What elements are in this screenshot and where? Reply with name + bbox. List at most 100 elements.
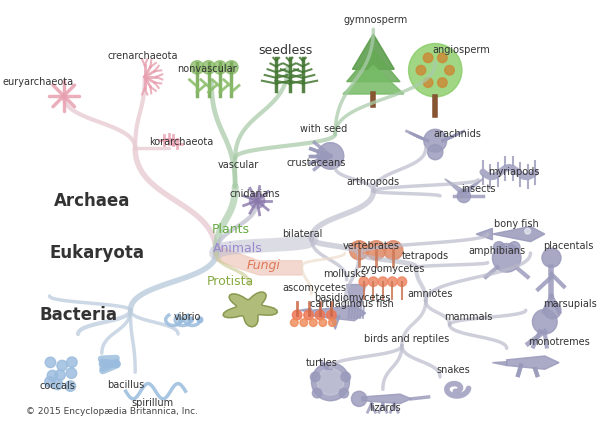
Text: lizards: lizards bbox=[369, 403, 401, 413]
Polygon shape bbox=[343, 65, 404, 94]
Circle shape bbox=[214, 61, 227, 74]
Text: basidiomycetes: basidiomycetes bbox=[314, 293, 391, 303]
Text: coccals: coccals bbox=[39, 381, 75, 391]
Text: © 2015 Encyclopædia Britannica, Inc.: © 2015 Encyclopædia Britannica, Inc. bbox=[26, 407, 197, 416]
Polygon shape bbox=[347, 285, 366, 307]
Text: vertebrates: vertebrates bbox=[343, 241, 400, 252]
Circle shape bbox=[525, 228, 530, 234]
Polygon shape bbox=[331, 316, 340, 329]
Circle shape bbox=[416, 65, 426, 75]
Text: euryarchaeota: euryarchaeota bbox=[2, 77, 74, 87]
Text: tetrapods: tetrapods bbox=[402, 251, 449, 261]
Text: mammals: mammals bbox=[445, 312, 493, 322]
Text: amphibians: amphibians bbox=[469, 246, 526, 256]
Circle shape bbox=[66, 368, 77, 378]
Circle shape bbox=[202, 61, 215, 74]
Polygon shape bbox=[493, 362, 506, 366]
Circle shape bbox=[300, 319, 308, 326]
Circle shape bbox=[57, 360, 67, 371]
Polygon shape bbox=[311, 305, 366, 321]
Text: nonvascular: nonvascular bbox=[177, 64, 236, 74]
Text: Archaea: Archaea bbox=[54, 192, 131, 210]
Text: arachnids: arachnids bbox=[433, 129, 481, 139]
Circle shape bbox=[457, 189, 470, 203]
Circle shape bbox=[384, 241, 403, 260]
Circle shape bbox=[310, 372, 320, 382]
Text: amniotes: amniotes bbox=[408, 289, 453, 299]
Circle shape bbox=[225, 61, 238, 74]
Circle shape bbox=[310, 319, 317, 326]
Circle shape bbox=[424, 53, 433, 63]
Polygon shape bbox=[362, 394, 412, 404]
Text: Plants: Plants bbox=[211, 223, 250, 236]
Text: spirillum: spirillum bbox=[131, 398, 173, 408]
Text: bony fish: bony fish bbox=[494, 218, 539, 229]
Text: cartilaginous fish: cartilaginous fish bbox=[310, 298, 394, 309]
Text: Fungi: Fungi bbox=[247, 259, 281, 272]
Polygon shape bbox=[493, 227, 545, 242]
Circle shape bbox=[339, 388, 349, 398]
Text: Protista: Protista bbox=[207, 275, 254, 288]
Circle shape bbox=[350, 241, 368, 260]
Circle shape bbox=[67, 357, 77, 367]
Circle shape bbox=[326, 310, 336, 320]
Circle shape bbox=[341, 372, 350, 382]
Polygon shape bbox=[319, 360, 332, 369]
Circle shape bbox=[409, 43, 462, 97]
Circle shape bbox=[386, 245, 394, 252]
Circle shape bbox=[437, 78, 447, 87]
Polygon shape bbox=[347, 50, 400, 82]
Polygon shape bbox=[352, 34, 394, 69]
Text: insects: insects bbox=[461, 184, 496, 194]
Polygon shape bbox=[223, 292, 277, 327]
Circle shape bbox=[424, 78, 433, 87]
Text: bilateral: bilateral bbox=[282, 229, 322, 239]
Circle shape bbox=[190, 61, 204, 74]
Circle shape bbox=[352, 391, 367, 406]
Text: snakes: snakes bbox=[436, 365, 470, 375]
Circle shape bbox=[367, 241, 386, 260]
Circle shape bbox=[397, 277, 407, 286]
Polygon shape bbox=[459, 179, 483, 194]
Text: bacillus: bacillus bbox=[107, 380, 144, 390]
Circle shape bbox=[313, 388, 322, 398]
Circle shape bbox=[178, 317, 184, 322]
Circle shape bbox=[544, 302, 561, 319]
Text: korarchaeota: korarchaeota bbox=[149, 137, 213, 147]
Text: ascomycetes: ascomycetes bbox=[282, 283, 346, 293]
Circle shape bbox=[542, 249, 561, 267]
Text: crenarchaeota: crenarchaeota bbox=[107, 51, 178, 61]
Polygon shape bbox=[506, 356, 559, 369]
Circle shape bbox=[424, 129, 446, 152]
Text: mollusks: mollusks bbox=[323, 269, 366, 279]
Text: birds and reptiles: birds and reptiles bbox=[364, 334, 449, 344]
Circle shape bbox=[55, 370, 65, 381]
Circle shape bbox=[47, 370, 58, 381]
Circle shape bbox=[388, 277, 397, 286]
Text: Animals: Animals bbox=[213, 242, 263, 255]
Circle shape bbox=[44, 377, 55, 387]
Polygon shape bbox=[476, 228, 493, 240]
Circle shape bbox=[445, 65, 454, 75]
Circle shape bbox=[315, 310, 325, 320]
Text: turtles: turtles bbox=[306, 358, 338, 368]
Polygon shape bbox=[445, 179, 469, 194]
Circle shape bbox=[359, 277, 368, 286]
Text: placentals: placentals bbox=[544, 241, 594, 252]
Text: gymnosperm: gymnosperm bbox=[343, 15, 407, 25]
Text: arthropods: arthropods bbox=[347, 177, 400, 187]
Circle shape bbox=[319, 319, 326, 326]
Text: monotremes: monotremes bbox=[528, 337, 590, 347]
Circle shape bbox=[428, 144, 443, 160]
Circle shape bbox=[65, 381, 76, 391]
Circle shape bbox=[304, 310, 313, 320]
Circle shape bbox=[329, 319, 336, 326]
Text: seedless: seedless bbox=[259, 44, 313, 57]
Polygon shape bbox=[216, 246, 302, 275]
Text: Bacteria: Bacteria bbox=[39, 306, 117, 324]
Circle shape bbox=[292, 310, 302, 320]
Circle shape bbox=[370, 245, 377, 252]
Circle shape bbox=[197, 317, 203, 322]
Circle shape bbox=[317, 143, 344, 169]
Polygon shape bbox=[299, 308, 311, 312]
